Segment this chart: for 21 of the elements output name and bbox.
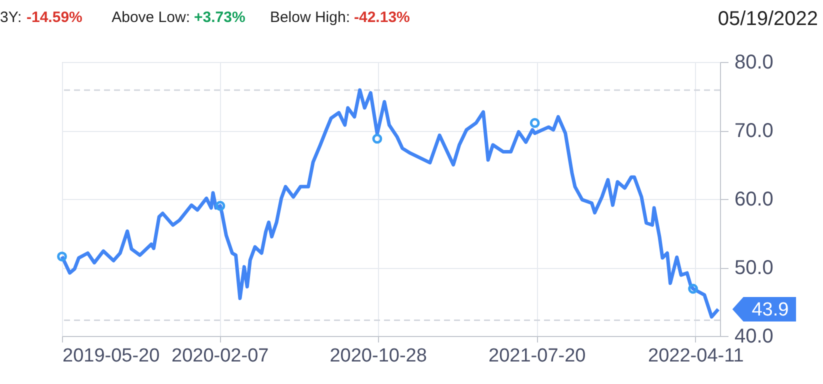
line-series — [60, 88, 720, 319]
text: Above Low: +3.73% — [112, 9, 246, 26]
x-tick-label: 2022-04-11 — [648, 346, 744, 366]
text: 3Y: -14.59% — [0, 9, 82, 26]
y-tick-label: 70.0 — [734, 120, 774, 142]
text: 05/19/2022 — [718, 8, 818, 30]
point — [215, 200, 226, 211]
x-tick-label: 2021-07-20 — [488, 346, 586, 366]
x-tick-label: 2019-05-20 — [62, 346, 160, 366]
point — [372, 134, 382, 144]
x-tick-label: 2020-10-28 — [330, 346, 427, 366]
y-tick-label: 80.0 — [734, 52, 774, 74]
y-tick-label: 50.0 — [734, 257, 774, 279]
annotation: 43.9 — [752, 299, 789, 320]
y-tick-label: 40.0 — [734, 326, 774, 348]
y-tick-label: 60.0 — [734, 188, 774, 210]
point — [57, 252, 67, 262]
point — [530, 118, 540, 128]
x-tick-label: 2020-02-07 — [172, 346, 269, 366]
text: Below High: -42.13% — [270, 9, 410, 26]
point — [688, 284, 698, 294]
